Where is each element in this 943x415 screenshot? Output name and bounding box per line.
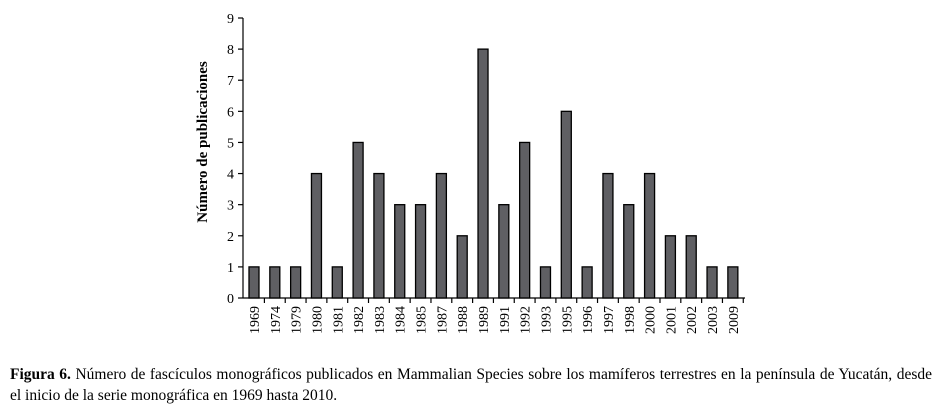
- figure-caption: Figura 6. Número de fascículos monográfi…: [10, 364, 932, 406]
- bar-1983: [373, 172, 385, 299]
- bar-1979: [289, 266, 302, 299]
- x-tick-label: 1969: [248, 306, 263, 334]
- y-tick-label: 6: [227, 105, 234, 120]
- y-tick-label: 7: [227, 74, 234, 89]
- x-tick-label: 1974: [269, 306, 284, 334]
- bar-1980: [310, 172, 323, 299]
- y-tick-label: 0: [227, 292, 234, 307]
- x-tick-label: 1982: [352, 306, 367, 334]
- bar-1988: [456, 235, 468, 299]
- bar-2002: [685, 235, 697, 299]
- bar-1993: [539, 266, 552, 299]
- x-tick-label: 1987: [435, 306, 450, 334]
- x-tick-label: 1988: [456, 306, 471, 334]
- bar-1974: [269, 266, 281, 299]
- bar-1987: [435, 172, 448, 299]
- bar-2000: [643, 172, 656, 299]
- x-axis: 1969 1974 1979 1980 1981 1982 1983 1984 1985 1987…: [243, 297, 745, 334]
- bar-2003: [706, 266, 718, 299]
- y-tick-label: 1: [227, 261, 234, 276]
- x-tick-label: 1981: [331, 306, 346, 334]
- x-tick-label: 1996: [581, 306, 596, 334]
- bar-2009: [727, 266, 739, 299]
- bar-1981: [331, 266, 343, 299]
- bar-1991: [498, 204, 510, 299]
- x-tick-label: 1980: [310, 306, 325, 334]
- x-tick-label: 1979: [290, 306, 305, 334]
- x-tick-label: 1997: [602, 306, 617, 334]
- y-axis: 0 1 2 3 4 5 6 7 8 9: [227, 12, 244, 307]
- x-tick-label: 1995: [560, 306, 575, 334]
- bar-1989: [477, 48, 489, 299]
- bar-1998: [623, 204, 635, 299]
- y-tick-label: 4: [227, 168, 234, 183]
- bar-1984: [394, 204, 406, 299]
- x-tick-label: 1998: [623, 306, 638, 334]
- x-tick-label: 1984: [394, 306, 409, 334]
- x-tick-label: 1991: [498, 306, 513, 334]
- x-tick-label: 1992: [519, 306, 534, 334]
- y-tick-label: 9: [227, 12, 234, 27]
- bar-1996: [581, 266, 593, 299]
- x-tick-label: 2002: [685, 306, 700, 334]
- bar-1992: [519, 141, 531, 299]
- x-tick-label: 2000: [644, 306, 659, 334]
- x-tick-label: 1983: [373, 306, 388, 334]
- x-tick-label: 2001: [664, 306, 679, 334]
- y-tick-label: 2: [227, 230, 234, 245]
- y-axis-label: Número de publicaciones: [195, 61, 211, 223]
- x-tick-label: 2003: [706, 306, 721, 334]
- bars: [248, 48, 739, 299]
- x-tick-label: 1985: [415, 306, 430, 334]
- bar-1995: [560, 110, 572, 299]
- bar-1985: [414, 204, 427, 299]
- caption-text: Número de fascículos monográficos public…: [10, 366, 932, 404]
- y-tick-label: 3: [227, 199, 234, 214]
- bar-1969: [248, 266, 260, 299]
- bar-1982: [352, 141, 364, 299]
- caption-label: Figura 6.: [10, 366, 71, 383]
- x-tick-label: 2009: [727, 306, 742, 334]
- y-tick-label: 8: [227, 43, 234, 58]
- y-tick-label: 5: [227, 136, 234, 151]
- bar-1997: [602, 172, 614, 299]
- bar-2001: [664, 235, 677, 299]
- x-tick-label: 1993: [539, 306, 554, 334]
- x-tick-label: 1989: [477, 306, 492, 334]
